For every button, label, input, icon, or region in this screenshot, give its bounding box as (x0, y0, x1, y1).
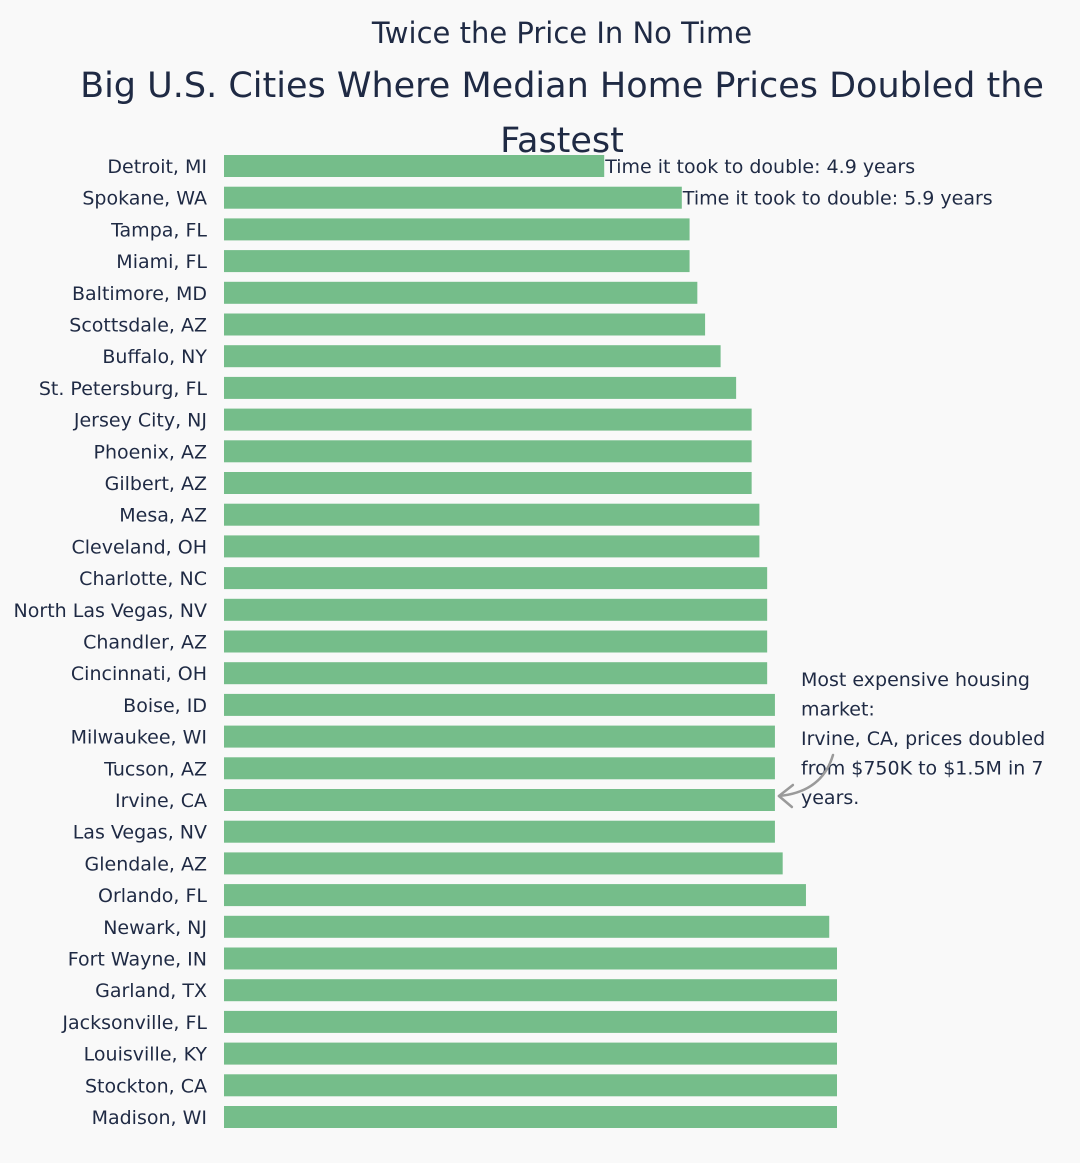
category-label: Tucson, AZ (103, 758, 207, 780)
bar (224, 1010, 837, 1033)
bar (224, 472, 752, 494)
category-label: Baltimore, MD (72, 283, 207, 305)
bar (224, 376, 737, 399)
bar (224, 725, 775, 748)
bar (224, 757, 775, 780)
category-label: Orlando, FL (98, 885, 207, 907)
annotation-text: market: (801, 699, 875, 721)
bar (224, 947, 837, 970)
bar (224, 503, 760, 526)
category-label: Fort Wayne, IN (68, 949, 207, 971)
category-label: Cleveland, OH (71, 536, 207, 558)
bar (224, 345, 721, 368)
bar (224, 250, 690, 273)
bar (224, 535, 760, 558)
bar (224, 186, 682, 209)
bar (224, 281, 698, 304)
bar (224, 852, 783, 875)
bar (224, 313, 706, 336)
category-label: Jersey City, NJ (73, 410, 207, 432)
bar (224, 408, 752, 431)
annotation-arrow (777, 753, 835, 798)
category-label: Glendale, AZ (85, 853, 208, 875)
bar (224, 884, 806, 907)
bar-value-label: Time it took to double: 5.9 years (682, 188, 993, 210)
bar (224, 979, 837, 1002)
category-label: Charlotte, NC (79, 568, 207, 590)
category-label: Stockton, CA (85, 1075, 207, 1097)
annotation-text: Irvine, CA, prices doubled (801, 728, 1045, 750)
bar (224, 598, 768, 621)
category-label: Scottsdale, AZ (69, 315, 207, 337)
category-label: Phoenix, AZ (94, 441, 207, 463)
category-label: Mesa, AZ (119, 505, 207, 527)
bar (224, 1074, 837, 1097)
annotation-layer: Most expensive housing market: Irvine, CA,… (777, 669, 1045, 809)
bar (224, 630, 768, 653)
bar (224, 567, 768, 590)
bar-value-label: Time it took to double: 4.9 years (604, 156, 915, 178)
category-label: Miami, FL (116, 251, 207, 273)
category-label: Las Vegas, NV (73, 822, 207, 844)
category-label: Louisville, KY (84, 1044, 208, 1066)
bar (224, 662, 768, 685)
annotation-arrowhead (777, 783, 795, 809)
bars-layer: Detroit, MI Spokane, WA Tampa, FL Miami, FL… (14, 155, 993, 1129)
bar (224, 820, 775, 843)
bar (224, 1042, 837, 1065)
category-label: Irvine, CA (115, 790, 207, 812)
category-label: Buffalo, NY (102, 346, 207, 368)
chart-title-line-2: Fastest (500, 121, 624, 161)
annotation-text: from $750K to $1.5M in 7 (801, 758, 1043, 780)
bar (224, 915, 830, 938)
category-label: Spokane, WA (82, 188, 207, 210)
chart-subtitle: Twice the Price In No Time (371, 16, 752, 50)
bar (224, 155, 605, 177)
category-label: St. Petersburg, FL (39, 378, 208, 400)
bar (224, 693, 775, 716)
bar (224, 440, 752, 463)
annotation-text: Most expensive housing (801, 669, 1030, 691)
category-label: Boise, ID (123, 695, 207, 717)
chart-title-line-1: Big U.S. Cities Where Median Home Prices… (80, 66, 1044, 106)
bar (224, 218, 690, 241)
category-label: North Las Vegas, NV (14, 600, 207, 622)
annotation-text: years. (801, 787, 859, 809)
bar (224, 1106, 837, 1128)
bar (224, 789, 775, 811)
category-label: Tampa, FL (110, 219, 207, 241)
category-label: Newark, NJ (103, 917, 207, 939)
category-label: Detroit, MI (107, 156, 207, 178)
category-label: Chandler, AZ (83, 632, 207, 654)
category-label: Jacksonville, FL (61, 1012, 207, 1034)
category-label: Milwaukee, WI (71, 727, 207, 749)
category-label: Gilbert, AZ (105, 473, 207, 495)
category-label: Garland, TX (95, 980, 207, 1002)
category-label: Madison, WI (92, 1107, 207, 1129)
category-label: Cincinnati, OH (71, 663, 207, 685)
